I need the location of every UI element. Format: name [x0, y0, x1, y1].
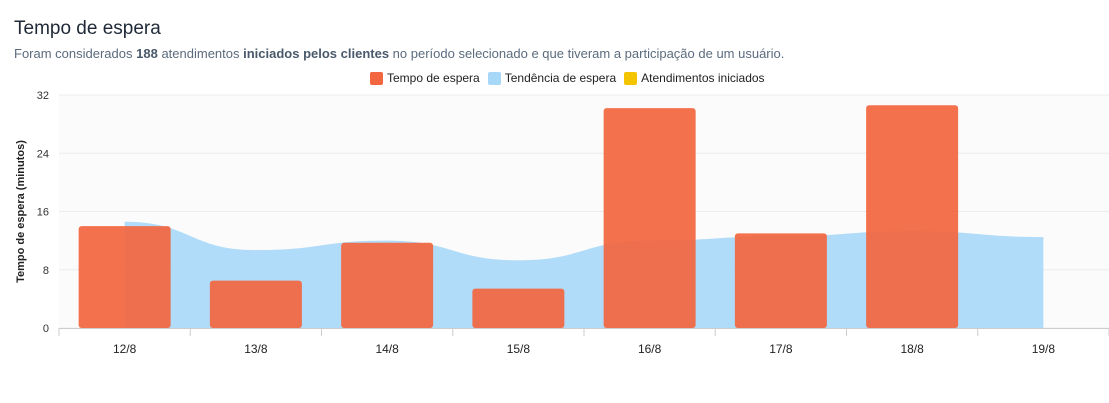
legend-label: Tendência de espera	[504, 71, 617, 85]
x-tick-label: 14/8	[375, 342, 399, 356]
subtitle-text: no período selecionado e que tiveram a p…	[389, 46, 785, 61]
bar-15/8	[472, 288, 565, 328]
y-tick-label: 0	[43, 323, 49, 335]
x-tick-label: 19/8	[1032, 342, 1056, 356]
y-tick-label: 16	[37, 207, 49, 219]
bar-18/8	[866, 105, 959, 328]
legend-item-atendimentos[interactable]: Atendimentos iniciados	[624, 71, 765, 85]
legend-label: Tempo de espera	[387, 71, 480, 85]
x-tick-label: 18/8	[900, 342, 924, 356]
y-tick-label: 8	[43, 265, 49, 277]
bar-17/8	[734, 233, 827, 328]
x-tick-label: 13/8	[244, 342, 268, 356]
x-tick-label: 15/8	[507, 342, 531, 356]
y-tick-label: 24	[37, 148, 49, 160]
subtitle: Foram considerados 188 atendimentos inic…	[14, 46, 784, 61]
y-tick-label: 32	[37, 90, 49, 102]
legend-swatch	[624, 71, 638, 85]
legend-swatch	[487, 71, 501, 85]
page-title: Tempo de espera	[14, 18, 161, 39]
bar-14/8	[341, 242, 434, 328]
legend-label: Atendimentos iniciados	[641, 71, 765, 85]
bar-16/8	[603, 108, 696, 328]
subtitle-text: atendimentos	[157, 46, 244, 61]
legend-item-tendencia[interactable]: Tendência de espera	[487, 71, 617, 85]
highlight: iniciados pelos clientes	[243, 46, 390, 61]
legend-item-tempo[interactable]: Tempo de espera	[370, 71, 480, 85]
x-tick-label: 12/8	[113, 342, 137, 356]
bar-12/8	[78, 226, 171, 328]
legend: Tempo de espera Tendência de espera Aten…	[370, 71, 765, 85]
y-axis-title: Tempo de espera (minutos)	[15, 140, 27, 283]
subtitle-text: Foram considerados	[14, 46, 137, 61]
legend-swatch	[370, 71, 383, 85]
bar-13/8	[209, 280, 302, 328]
count: 188	[136, 46, 158, 61]
x-tick-label: 17/8	[769, 342, 793, 356]
x-tick-label: 16/8	[638, 342, 662, 356]
